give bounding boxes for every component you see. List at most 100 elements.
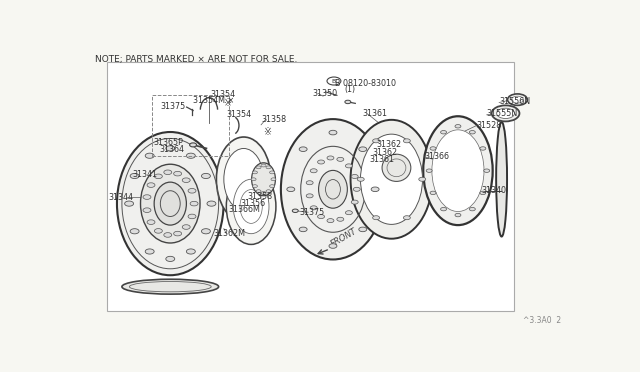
Circle shape — [147, 183, 155, 187]
Circle shape — [261, 164, 266, 167]
Circle shape — [317, 215, 324, 219]
Ellipse shape — [252, 163, 275, 196]
Ellipse shape — [122, 279, 219, 294]
Circle shape — [299, 147, 307, 151]
Ellipse shape — [360, 134, 422, 224]
Ellipse shape — [233, 179, 269, 234]
Circle shape — [173, 231, 182, 236]
Circle shape — [143, 208, 151, 212]
Circle shape — [430, 147, 436, 150]
Circle shape — [154, 174, 163, 179]
Text: ※: ※ — [223, 98, 231, 108]
Text: 31341: 31341 — [132, 170, 157, 179]
Circle shape — [256, 190, 261, 193]
Bar — [152, 95, 229, 156]
Circle shape — [147, 220, 155, 224]
Circle shape — [371, 187, 379, 192]
Circle shape — [310, 169, 317, 173]
Circle shape — [440, 208, 447, 211]
Circle shape — [252, 171, 257, 174]
Circle shape — [251, 178, 256, 181]
Circle shape — [186, 153, 195, 158]
Text: 31350: 31350 — [312, 89, 337, 98]
Circle shape — [497, 108, 515, 119]
Text: 31354: 31354 — [210, 90, 235, 99]
Circle shape — [345, 100, 351, 104]
Text: 31358: 31358 — [248, 192, 273, 201]
Circle shape — [154, 229, 163, 233]
Circle shape — [130, 173, 139, 179]
Circle shape — [511, 96, 524, 103]
Ellipse shape — [216, 137, 271, 221]
Circle shape — [261, 192, 266, 195]
Ellipse shape — [224, 148, 264, 210]
Circle shape — [130, 229, 139, 234]
Text: 31354: 31354 — [227, 110, 252, 119]
Circle shape — [455, 214, 461, 217]
Circle shape — [166, 146, 175, 151]
Circle shape — [337, 157, 344, 161]
Circle shape — [182, 178, 190, 183]
Circle shape — [182, 225, 190, 229]
Circle shape — [426, 169, 432, 172]
Circle shape — [480, 191, 486, 195]
Text: 31358: 31358 — [261, 115, 286, 124]
Text: 31361: 31361 — [369, 155, 394, 164]
Text: 31354M ×: 31354M × — [193, 96, 234, 105]
Text: 31364: 31364 — [159, 145, 184, 154]
Circle shape — [372, 216, 380, 220]
Circle shape — [266, 166, 271, 169]
Circle shape — [287, 187, 295, 192]
Ellipse shape — [382, 154, 411, 182]
Circle shape — [188, 189, 196, 193]
Text: 31366M: 31366M — [229, 205, 260, 214]
Ellipse shape — [227, 169, 276, 244]
Circle shape — [189, 143, 196, 147]
Text: 31362: 31362 — [376, 140, 402, 150]
Circle shape — [359, 147, 367, 151]
Circle shape — [440, 131, 447, 134]
Text: 31344: 31344 — [109, 193, 134, 202]
Ellipse shape — [432, 130, 484, 212]
Circle shape — [190, 201, 198, 206]
Text: 31361: 31361 — [363, 109, 388, 118]
Circle shape — [359, 227, 367, 232]
Circle shape — [310, 206, 317, 210]
Circle shape — [292, 209, 298, 212]
Circle shape — [145, 153, 154, 158]
Circle shape — [329, 130, 337, 135]
Circle shape — [484, 169, 490, 172]
Circle shape — [252, 185, 257, 187]
Circle shape — [492, 105, 520, 121]
Circle shape — [317, 160, 324, 164]
Ellipse shape — [496, 122, 507, 237]
Ellipse shape — [117, 132, 223, 275]
Circle shape — [469, 208, 476, 211]
Circle shape — [508, 94, 527, 105]
Bar — [108, 62, 514, 311]
Circle shape — [166, 256, 175, 262]
Circle shape — [269, 185, 275, 187]
Text: 31340: 31340 — [482, 186, 507, 195]
Circle shape — [202, 173, 211, 179]
Circle shape — [372, 139, 380, 143]
Text: 31375: 31375 — [161, 102, 186, 111]
Circle shape — [351, 174, 358, 179]
Text: 31362M: 31362M — [214, 229, 246, 238]
Circle shape — [145, 249, 154, 254]
Circle shape — [346, 211, 353, 215]
Text: 31356: 31356 — [240, 199, 266, 208]
Circle shape — [299, 227, 307, 232]
Circle shape — [346, 164, 353, 168]
Circle shape — [202, 229, 211, 234]
Circle shape — [164, 170, 172, 174]
Circle shape — [186, 249, 195, 254]
Circle shape — [469, 131, 476, 134]
Ellipse shape — [281, 119, 385, 260]
Circle shape — [353, 187, 360, 191]
Text: B 08120-83010: B 08120-83010 — [335, 79, 396, 88]
Circle shape — [306, 181, 313, 185]
Circle shape — [256, 166, 261, 169]
Circle shape — [329, 244, 337, 248]
Circle shape — [164, 232, 172, 237]
